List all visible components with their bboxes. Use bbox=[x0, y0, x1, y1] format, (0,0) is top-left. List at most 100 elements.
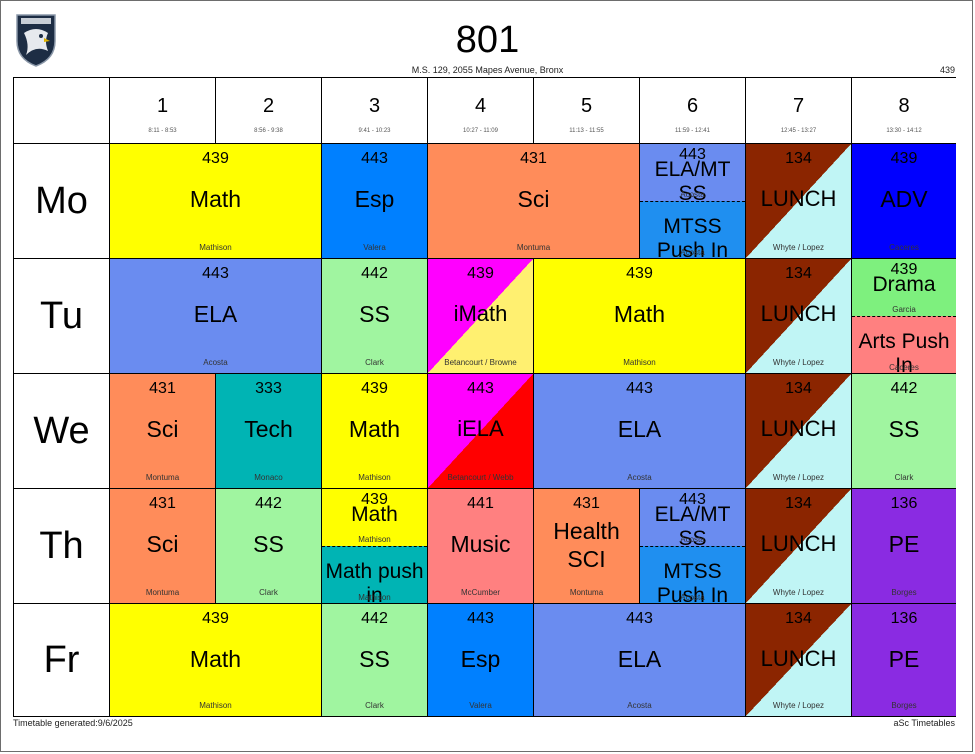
period-header: 2 8:56 - 9:38 bbox=[216, 78, 322, 144]
lesson-card-iela[interactable]: 443 iELA Betancourt / Webb bbox=[428, 374, 534, 489]
lesson-teacher: Acosta bbox=[627, 701, 652, 710]
lesson-subject: Esp bbox=[354, 186, 395, 212]
lesson-split-top: 439 Drama Garcia bbox=[852, 259, 956, 316]
lesson-room: 439 bbox=[202, 150, 229, 167]
lesson-teacher: Montuma bbox=[569, 588, 604, 597]
lesson-room: 134 bbox=[785, 380, 812, 397]
lesson-room: 442 bbox=[255, 495, 282, 512]
lesson-split-bottom: MTSS Push In Acosta bbox=[640, 201, 745, 259]
lesson-subject: LUNCH bbox=[760, 416, 837, 441]
lesson-subject: PE bbox=[888, 646, 920, 672]
lesson-teacher: Montuma bbox=[145, 588, 180, 597]
lesson-teacher: Borges bbox=[891, 701, 917, 710]
lesson-card-ela[interactable]: 443 ELA Acosta bbox=[534, 374, 746, 489]
lesson-room: 439 bbox=[890, 261, 918, 278]
period-header: 1 8:11 - 8:53 bbox=[110, 78, 216, 144]
lesson-subject: Math bbox=[351, 503, 398, 526]
lesson-card-math[interactable]: 439 Math Mathison bbox=[110, 144, 322, 259]
lesson-teacher: Acosta bbox=[680, 535, 705, 544]
lesson-card-split[interactable]: 439 Math Mathison Math push in Mathison bbox=[322, 489, 428, 604]
school-crest-logo bbox=[16, 14, 56, 67]
lesson-card-math[interactable]: 439 Math Mathison bbox=[322, 374, 428, 489]
lesson-card-sci[interactable]: 431 Sci Montuma bbox=[110, 489, 216, 604]
lesson-room: 443 bbox=[361, 150, 388, 167]
period-time: 11:13 - 11:55 bbox=[569, 128, 604, 134]
lesson-card-esp[interactable]: 443 Esp Valera bbox=[322, 144, 428, 259]
lesson-subject: Health SCI bbox=[553, 518, 620, 572]
lesson-subject: SS bbox=[888, 416, 920, 442]
lesson-subject: iMath bbox=[453, 301, 508, 326]
period-number: 7 bbox=[792, 95, 805, 117]
lesson-card-imath[interactable]: 439 iMath Betancourt / Browne bbox=[428, 259, 534, 374]
lesson-subject: ADV bbox=[880, 186, 928, 212]
lesson-teacher: Whyte / Lopez bbox=[772, 588, 825, 597]
day-label-friday: Fr bbox=[14, 604, 110, 716]
lesson-card-sci[interactable]: 431 Sci Montuma bbox=[110, 374, 216, 489]
lesson-subject: Math push in bbox=[325, 560, 424, 604]
lesson-card-ss[interactable]: 442 SS Clark bbox=[322, 604, 428, 716]
generated-date: Timetable generated:9/6/2025 bbox=[13, 718, 133, 728]
lesson-card-esp[interactable]: 443 Esp Valera bbox=[428, 604, 534, 716]
lesson-room: 442 bbox=[890, 380, 918, 397]
lesson-card-ss[interactable]: 442 SS Clark bbox=[852, 374, 956, 489]
lesson-subject: Math bbox=[189, 646, 242, 672]
lesson-card-lunch[interactable]: 134 LUNCH Whyte / Lopez bbox=[746, 489, 852, 604]
lesson-teacher: Valera bbox=[363, 243, 386, 252]
period-header: 7 12:45 - 13:27 bbox=[746, 78, 852, 144]
lesson-teacher: Caceres bbox=[889, 243, 919, 252]
lesson-card-lunch[interactable]: 134 LUNCH Whyte / Lopez bbox=[746, 144, 852, 259]
lesson-card-split[interactable]: 443 ELA/MT SS Acosta MTSS Push In Acosta bbox=[640, 144, 746, 259]
lesson-teacher: Whyte / Lopez bbox=[772, 473, 825, 482]
lesson-card-ss[interactable]: 442 SS Clark bbox=[216, 489, 322, 604]
lesson-card-lunch[interactable]: 134 LUNCH Whyte / Lopez bbox=[746, 259, 852, 374]
lesson-card-split[interactable]: 443 ELA/MT SS Acosta MTSS Push In Acosta bbox=[640, 489, 746, 604]
lesson-card-pe[interactable]: 136 PE Borges bbox=[852, 604, 956, 716]
lesson-split-top: 443 ELA/MT SS Acosta bbox=[640, 144, 745, 201]
lesson-teacher: Acosta bbox=[680, 248, 705, 257]
lesson-room: 443 bbox=[467, 380, 494, 397]
lesson-teacher: Whyte / Lopez bbox=[772, 701, 825, 710]
lesson-card-math[interactable]: 439 Math Mathison bbox=[110, 604, 322, 716]
period-time: 10:27 - 11:09 bbox=[463, 128, 498, 134]
lesson-subject: Drama bbox=[872, 273, 936, 296]
lesson-room: 134 bbox=[785, 495, 812, 512]
day-label-wednesday: We bbox=[14, 374, 110, 489]
timetable-grid: 1 8:11 - 8:53 2 8:56 - 9:38 3 9:41 - 10:23 … bbox=[13, 77, 956, 717]
lesson-card-ss[interactable]: 442 SS Clark bbox=[322, 259, 428, 374]
lesson-subject: Math bbox=[189, 186, 242, 212]
lesson-teacher: Clark bbox=[365, 358, 384, 367]
period-time: 9:41 - 10:23 bbox=[358, 128, 391, 134]
lesson-card-math[interactable]: 439 Math Mathison bbox=[534, 259, 746, 374]
day-label-monday: Mo bbox=[14, 144, 110, 259]
split-divider bbox=[322, 546, 427, 547]
lesson-teacher: Betancourt / Browne bbox=[444, 358, 517, 367]
school-address: M.S. 129, 2055 Mapes Avenue, Bronx bbox=[411, 65, 564, 75]
class-title: 801 bbox=[455, 19, 520, 61]
split-divider bbox=[852, 316, 956, 317]
lesson-room: 443 bbox=[679, 146, 706, 163]
lesson-card-lunch[interactable]: 134 LUNCH Whyte / Lopez bbox=[746, 374, 852, 489]
lesson-card-lunch[interactable]: 134 LUNCH Whyte / Lopez bbox=[746, 604, 852, 716]
lesson-room: 431 bbox=[149, 495, 176, 512]
lesson-card-music[interactable]: 441 Music McCumber bbox=[428, 489, 534, 604]
lesson-card-tech[interactable]: 333 Tech Monaco bbox=[216, 374, 322, 489]
lesson-teacher: Whyte / Lopez bbox=[772, 358, 825, 367]
lesson-subject: MTSS Push In bbox=[656, 215, 729, 259]
lesson-room: 439 bbox=[361, 491, 388, 508]
lesson-card-health-sci[interactable]: 431 Health SCI Montuma bbox=[534, 489, 640, 604]
lesson-card-adv[interactable]: 439 ADV Caceres bbox=[852, 144, 956, 259]
lesson-room: 431 bbox=[520, 150, 547, 167]
lesson-subject: SS bbox=[359, 301, 390, 327]
lesson-card-ela[interactable]: 443 ELA Acosta bbox=[534, 604, 746, 716]
lesson-subject: ELA bbox=[193, 301, 238, 327]
lesson-teacher: Montuma bbox=[516, 243, 551, 252]
period-number: 6 bbox=[686, 95, 699, 117]
period-number: 1 bbox=[156, 95, 169, 117]
lesson-room: 333 bbox=[255, 380, 282, 397]
lesson-card-pe[interactable]: 136 PE Borges bbox=[852, 489, 956, 604]
lesson-card-split[interactable]: 439 Drama Garcia Arts Push In Caceres bbox=[852, 259, 956, 374]
lesson-card-sci[interactable]: 431 Sci Montuma bbox=[428, 144, 640, 259]
lesson-card-ela[interactable]: 443 ELA Acosta bbox=[110, 259, 322, 374]
lesson-teacher: McCumber bbox=[460, 588, 501, 597]
